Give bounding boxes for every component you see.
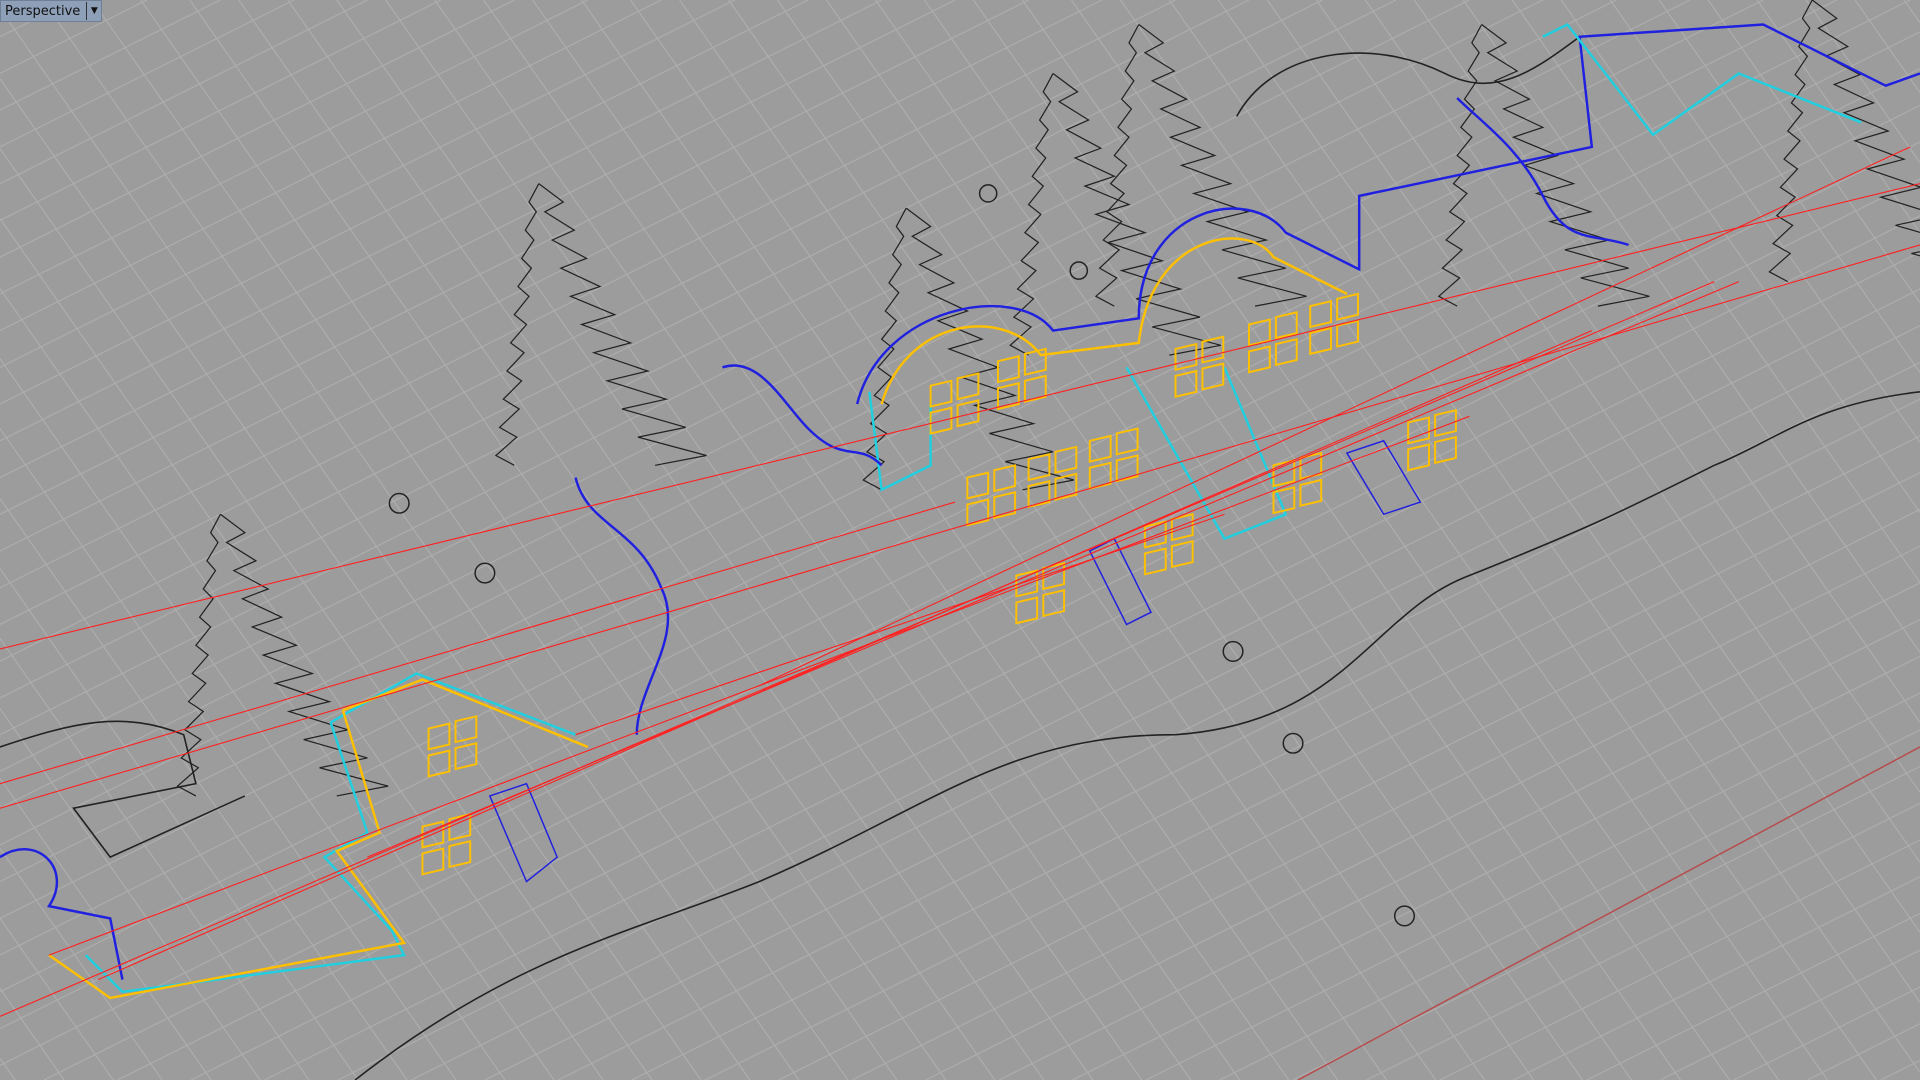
x-axis-line xyxy=(1297,746,1920,1080)
window-outlines xyxy=(421,292,1457,876)
building-outlines xyxy=(0,22,1920,1000)
red-path-lines xyxy=(0,146,1920,1017)
chevron-down-icon[interactable]: ▼ xyxy=(86,2,101,20)
ground-curve xyxy=(0,36,1920,1080)
viewport-title-tab[interactable]: Perspective ▼ xyxy=(0,0,103,22)
registration-holes xyxy=(388,184,1416,927)
tree-outlines xyxy=(176,0,1920,797)
viewport-name: Perspective xyxy=(5,3,81,19)
